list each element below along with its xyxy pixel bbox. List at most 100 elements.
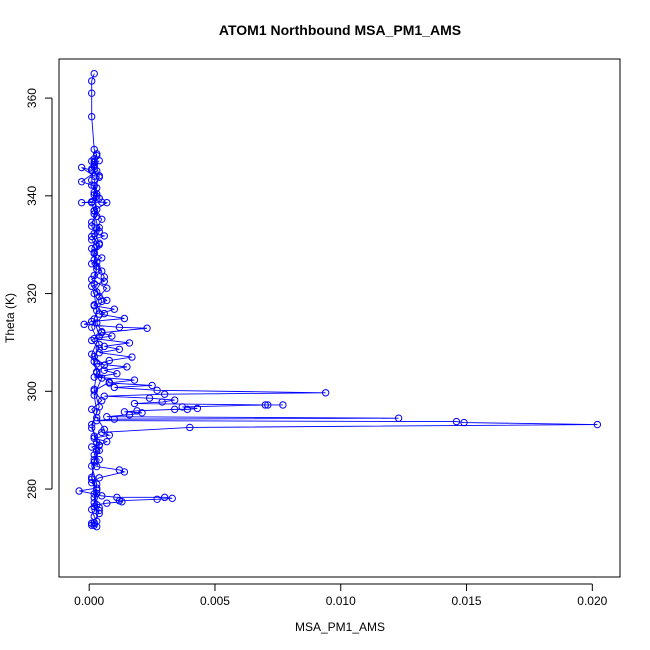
data-point: [95, 340, 103, 349]
data-point: [160, 390, 169, 398]
data-point: [90, 385, 98, 394]
data-point: [95, 156, 103, 165]
data-point: [100, 309, 108, 318]
data-point: [148, 381, 156, 390]
data-point: [90, 391, 98, 399]
data-point: [88, 232, 96, 241]
data-point: [88, 462, 96, 470]
data-point: [88, 323, 96, 331]
data-point: [158, 398, 166, 406]
data-point: [88, 89, 96, 97]
data-point: [90, 315, 98, 323]
chart-title: ATOM1 Northbound MSA_PM1_AMS: [219, 22, 461, 38]
data-point: [95, 446, 103, 455]
plot-frame: [58, 58, 621, 578]
data-point: [100, 392, 108, 400]
data-point: [90, 145, 98, 154]
data-point: [95, 239, 103, 247]
data-point: [88, 424, 96, 432]
y-tick-label: 340: [25, 185, 39, 205]
data-point: [95, 172, 103, 180]
data-point: [100, 366, 108, 374]
data-point: [105, 431, 114, 439]
data-point: [279, 401, 287, 409]
data-point: [75, 487, 83, 495]
data-point: [105, 356, 114, 365]
data-point: [264, 401, 272, 409]
data-point: [103, 499, 111, 507]
data-point: [90, 289, 98, 298]
data-point: [88, 473, 96, 482]
data-point: [93, 408, 101, 416]
data-point: [90, 458, 98, 466]
data-point: [103, 296, 111, 305]
data-point: [130, 376, 139, 384]
data-point: [88, 275, 96, 284]
data-point: [113, 370, 121, 378]
data-point: [108, 332, 116, 340]
data-point: [88, 350, 96, 358]
data-point: [98, 198, 106, 206]
data-point: [394, 414, 403, 422]
data-point: [77, 198, 86, 207]
data-point: [90, 502, 98, 511]
data-point: [95, 509, 103, 518]
data-point: [123, 363, 131, 371]
data-point: [100, 361, 108, 370]
data-point: [186, 423, 194, 432]
data-point: [93, 480, 101, 488]
data-point: [90, 210, 98, 218]
data-point: [90, 352, 98, 361]
data-point: [90, 188, 98, 197]
data-point: [88, 165, 96, 173]
data-point: [193, 404, 202, 413]
data-point: [95, 503, 103, 512]
data-point: [90, 434, 98, 442]
x-axis-label: MSA_PM1_AMS: [295, 620, 385, 634]
data-point: [93, 486, 101, 494]
data-point: [183, 405, 192, 414]
data-point: [261, 401, 269, 409]
data-point: [88, 336, 96, 345]
data-point: [95, 344, 103, 352]
y-axis: 280 300 320 340 360: [25, 88, 53, 499]
data-point: [93, 360, 101, 368]
data-point: [93, 413, 101, 422]
data-point: [95, 227, 103, 236]
data-point: [90, 157, 98, 166]
data-point: [120, 314, 129, 323]
data-point: [93, 319, 101, 327]
data-point: [130, 399, 139, 408]
data-point: [88, 222, 96, 230]
data-point: [153, 495, 161, 503]
data-point: [168, 494, 176, 503]
plot-area: [75, 69, 602, 531]
data-point: [115, 466, 124, 474]
data-point: [171, 396, 179, 404]
data-point: [128, 353, 136, 361]
data-point: [90, 357, 98, 366]
data-point: [125, 411, 134, 419]
x-tick-label: 0.000: [74, 594, 104, 608]
data-point: [103, 198, 111, 207]
data-point: [95, 474, 103, 482]
y-tick-label: 280: [25, 479, 39, 499]
data-point: [100, 342, 108, 351]
data-point: [145, 394, 154, 402]
data-point: [98, 215, 106, 223]
data-point: [88, 218, 96, 226]
data-point: [88, 176, 96, 184]
data-point: [93, 489, 101, 498]
data-point: [103, 284, 111, 292]
data-point: [90, 456, 98, 464]
data-point: [93, 258, 101, 266]
data-point: [90, 162, 98, 171]
data-point: [452, 417, 461, 426]
data-point: [105, 378, 114, 386]
data-point: [100, 273, 108, 281]
data-point: [98, 254, 106, 262]
data-point: [110, 305, 119, 313]
data-point: [103, 413, 111, 421]
data-point: [88, 443, 96, 451]
